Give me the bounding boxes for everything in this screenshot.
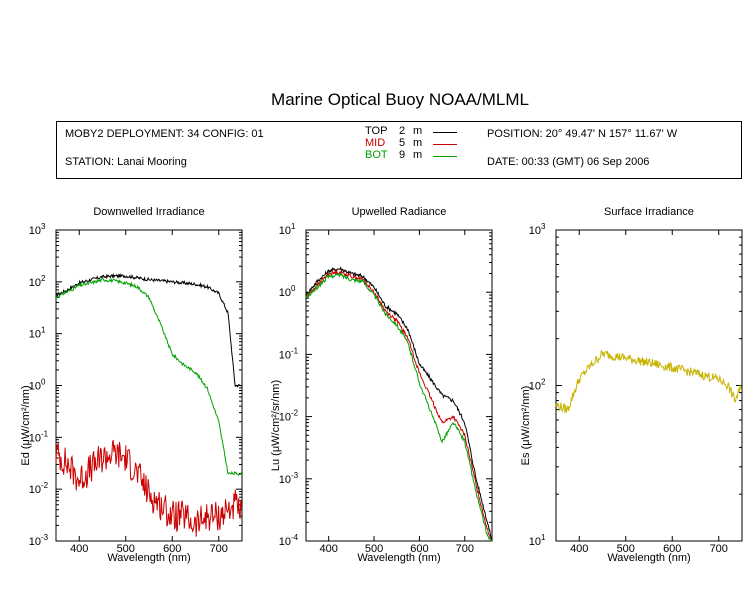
y-tick-exponent: 3: [541, 222, 546, 231]
y-tick-exponent: -1: [291, 346, 299, 355]
y-tick-label: 10: [29, 277, 41, 289]
series-line-top: [305, 266, 493, 541]
legend-name-bot: BOT: [365, 149, 388, 161]
y-tick-label: 10: [279, 536, 291, 548]
y-axis-label: Ed (μW/cm²/nm): [20, 385, 32, 465]
y-tick-label: 10: [29, 329, 41, 341]
chart-title: Surface Irradiance: [604, 206, 694, 218]
series-line-bot: [55, 277, 242, 476]
y-tick-label: 10: [279, 349, 291, 361]
x-tick-label: 500: [117, 543, 135, 555]
y-tick-exponent: -4: [291, 533, 299, 542]
legend-unit-top: m: [413, 125, 423, 137]
legend-unit-bot: m: [413, 149, 423, 161]
y-tick-exponent: 2: [541, 378, 546, 387]
chart-title: Upwelled Radiance: [352, 206, 447, 218]
legend-depth-top: 2: [399, 125, 406, 137]
x-tick-label: 600: [410, 543, 428, 555]
y-axis-label: Es (μW/cm²/nm): [520, 386, 532, 466]
y-tick-exponent: -3: [291, 471, 299, 480]
y-tick-exponent: -2: [41, 481, 49, 490]
legend-line-mid: [433, 144, 457, 145]
x-tick-label: 700: [456, 543, 474, 555]
x-tick-label: 700: [710, 543, 728, 555]
x-tick-label: 500: [617, 543, 635, 555]
legend-name-mid: MID: [365, 137, 386, 149]
y-tick-label: 10: [279, 412, 291, 424]
series-line-mid: [305, 269, 492, 541]
legend-line-bot: [433, 156, 457, 157]
y-tick-label: 10: [29, 536, 41, 548]
y-tick-exponent: 0: [41, 378, 46, 387]
legend-unit-mid: m: [413, 137, 423, 149]
series-line-mid: [55, 439, 242, 537]
series-line-bot: [305, 272, 493, 543]
x-axis-label: Wavelength (nm): [357, 552, 440, 564]
position-text: POSITION: 20° 49.47' N 157° 11.67' W: [487, 128, 678, 140]
y-tick-exponent: 3: [41, 222, 46, 231]
x-tick-label: 700: [210, 543, 228, 555]
y-tick-label: 10: [29, 432, 41, 444]
deployment-text: MOBY2 DEPLOYMENT: 34 CONFIG: 01: [65, 128, 264, 140]
x-tick-label: 600: [663, 543, 681, 555]
legend-line-top: [433, 132, 457, 133]
x-axis-label: Wavelength (nm): [607, 552, 690, 564]
x-axis-label: Wavelength (nm): [107, 552, 190, 564]
page-title: Marine Optical Buoy NOAA/MLML: [271, 90, 529, 109]
y-tick-label: 10: [529, 536, 541, 548]
info-box: MOBY2 DEPLOYMENT: 34 CONFIG: 01 STATION:…: [56, 121, 742, 179]
y-tick-label: 10: [279, 474, 291, 486]
station-text: STATION: Lanai Mooring: [65, 156, 187, 168]
y-tick-label: 10: [279, 225, 291, 237]
y-tick-exponent: 1: [291, 222, 296, 231]
legend-depth-mid: 5: [399, 137, 406, 149]
date-text: DATE: 00:33 (GMT) 06 Sep 2006: [487, 156, 650, 168]
legend-depth-bot: 9: [399, 149, 406, 161]
y-tick-exponent: -3: [41, 533, 49, 542]
y-tick-exponent: 1: [541, 533, 546, 542]
x-tick-label: 400: [570, 543, 588, 555]
plot-frame: [305, 229, 493, 542]
y-tick-label: 10: [29, 381, 41, 393]
y-tick-exponent: 2: [41, 274, 46, 283]
x-tick-label: 600: [163, 543, 181, 555]
series-line-top: [55, 272, 242, 388]
y-tick-label: 10: [529, 381, 541, 393]
legend-name-top: TOP: [365, 125, 388, 137]
y-tick-label: 10: [529, 225, 541, 237]
x-tick-label: 500: [365, 543, 383, 555]
x-tick-label: 400: [320, 543, 338, 555]
chart-1: Upwelled Radiance 400 500 600 700 Wavelength …: [270, 206, 493, 564]
y-tick-exponent: 0: [291, 284, 296, 293]
y-tick-exponent: -2: [291, 409, 299, 418]
y-tick-label: 10: [29, 484, 41, 496]
y-tick-label: 10: [279, 287, 291, 299]
y-tick-label: 10: [29, 225, 41, 237]
chart-2: Surface Irradiance 400 500 600 700 Wavelength…: [520, 206, 743, 564]
series-line-es: [555, 349, 742, 413]
plot-frame: [555, 229, 743, 542]
y-axis-label: Lu (μW/cm²/sr/nm): [270, 380, 282, 471]
chart-title: Downwelled Irradiance: [93, 206, 204, 218]
chart-0: Downwelled Irradiance 400 500 600 700 Wavelen…: [20, 206, 243, 564]
y-tick-exponent: -1: [41, 429, 49, 438]
y-tick-exponent: 1: [41, 326, 46, 335]
x-tick-label: 400: [70, 543, 88, 555]
